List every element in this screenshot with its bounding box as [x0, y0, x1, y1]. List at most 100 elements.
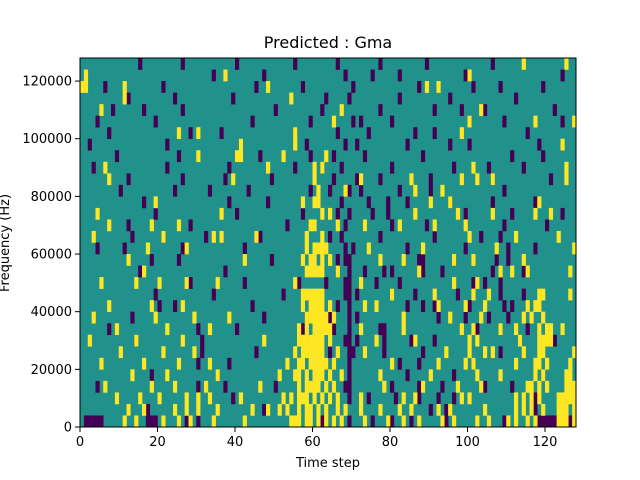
heatmap-cell-high: [304, 288, 309, 301]
heatmap-cell-low: [374, 277, 379, 289]
heatmap-cell-high: [436, 403, 441, 416]
heatmap-cell-high: [475, 415, 480, 428]
heatmap-cell-high: [308, 265, 313, 278]
heatmap-cell-high: [308, 334, 313, 347]
heatmap-cell-high: [548, 207, 554, 220]
heatmap-cell-high: [211, 415, 216, 428]
heatmap-cell-low: [196, 415, 201, 428]
heatmap-cell-high: [324, 380, 329, 393]
heatmap-cell-high: [366, 242, 371, 255]
heatmap-cell-low: [180, 104, 185, 116]
heatmap-cell-high: [316, 311, 321, 324]
heatmap-cell-high: [521, 58, 526, 70]
heatmap-cell-high: [297, 369, 302, 382]
heatmap-cell-high: [176, 127, 182, 140]
heatmap-cells: [80, 58, 577, 428]
heatmap-cell-high: [304, 265, 309, 278]
heatmap-cell-high: [572, 115, 577, 128]
heatmap-cell-high: [308, 415, 313, 428]
heatmap-cell-high: [289, 92, 294, 105]
heatmap-cell-high: [545, 323, 550, 336]
heatmap-cell-low: [126, 219, 131, 232]
heatmap-cell-low: [506, 242, 511, 255]
heatmap-cell-low: [486, 311, 492, 324]
heatmap-cell-low: [223, 173, 228, 186]
heatmap-cell-low: [347, 415, 352, 428]
heatmap-cell-low: [525, 323, 530, 336]
heatmap-cell-high: [572, 380, 577, 393]
heatmap-cell-low: [153, 415, 158, 428]
heatmap-cell-low: [390, 161, 395, 174]
heatmap-cell-low: [351, 81, 356, 93]
heatmap-cell-low: [448, 92, 453, 105]
heatmap-cell-low: [200, 346, 205, 359]
heatmap-cell-low: [161, 81, 166, 93]
heatmap-cell-high: [304, 242, 309, 255]
heatmap-cell-high: [335, 265, 340, 278]
heatmap-cell-high: [521, 311, 526, 324]
heatmap-cell-low: [545, 415, 550, 428]
heatmap-cell-high: [281, 392, 286, 405]
heatmap-cell-high: [448, 311, 453, 324]
heatmap-cell-low: [165, 161, 170, 174]
heatmap-cell-low: [510, 380, 515, 393]
heatmap-cell-low: [285, 219, 290, 232]
heatmap-cell-high: [498, 323, 503, 336]
heatmap-cell-high: [564, 161, 569, 174]
heatmap-cell-high: [331, 311, 337, 324]
heatmap-cell-low: [347, 323, 352, 336]
heatmap-cell-high: [304, 334, 309, 347]
heatmap-cell-low: [331, 150, 337, 163]
heatmap-cell-high: [448, 196, 453, 209]
heatmap-cell-low: [335, 58, 340, 70]
heatmap-cell-low: [498, 230, 503, 243]
heatmap-cell-low: [351, 115, 356, 128]
heatmap-cell-low: [366, 127, 371, 140]
heatmap-cell-high: [297, 403, 302, 416]
heatmap-cell-high: [541, 346, 546, 359]
heatmap-cell-low: [126, 173, 131, 186]
heatmap-cell-low: [386, 196, 391, 209]
heatmap-cell-high: [83, 81, 89, 93]
heatmap-cell-low: [153, 288, 158, 301]
heatmap-cell-low: [142, 104, 147, 116]
heatmap-cell-high: [266, 161, 271, 174]
heatmap-cell-high: [331, 115, 337, 128]
heatmap-cell-high: [134, 334, 139, 347]
heatmap-cell-high: [401, 311, 406, 324]
heatmap-cell-low: [506, 311, 511, 324]
heatmap-cell-high: [320, 392, 325, 405]
heatmap-cell-low: [347, 265, 352, 278]
heatmap-cell-high: [297, 392, 302, 405]
heatmap-cell-low: [91, 415, 96, 428]
heatmap-cell-high: [343, 403, 348, 416]
heatmap-cell-low: [347, 369, 352, 382]
heatmap-cell-high: [514, 357, 519, 370]
heatmap-cell-high: [401, 323, 406, 336]
heatmap-cell-low: [173, 184, 178, 197]
heatmap-cell-high: [95, 207, 100, 220]
heatmap-cell-high: [525, 265, 530, 278]
heatmap-cell-low: [397, 184, 402, 197]
heatmap-cell-high: [541, 369, 546, 382]
heatmap-cell-high: [293, 138, 298, 151]
heatmap-cell-high: [238, 392, 244, 405]
heatmap-cell-low: [351, 242, 356, 255]
heatmap-cell-high: [316, 369, 321, 382]
heatmap-cell-high: [548, 323, 554, 336]
heatmap-cell-low: [145, 415, 151, 428]
heatmap-cell-high: [467, 230, 472, 243]
heatmap-cell-low: [95, 242, 100, 255]
heatmap-cell-high: [91, 230, 96, 243]
heatmap-cell-low: [219, 127, 224, 140]
heatmap-cell-high: [440, 415, 445, 428]
heatmap-cell-low: [436, 392, 441, 405]
heatmap-cell-high: [514, 323, 519, 336]
heatmap-cell-high: [165, 369, 170, 382]
heatmap-cell-high: [196, 403, 201, 416]
heatmap-cell-low: [370, 69, 375, 82]
heatmap-cell-high: [297, 323, 302, 336]
heatmap-cell-high: [324, 357, 329, 370]
heatmap-cell-high: [413, 334, 418, 347]
